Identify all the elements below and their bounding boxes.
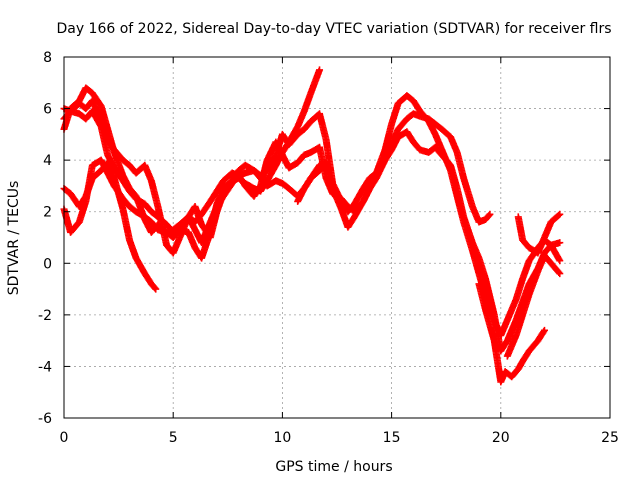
x-tick-label: 15 [383,430,401,446]
x-tick-label: 25 [601,430,619,446]
y-tick-label: -2 [38,308,52,324]
data-point [555,211,563,219]
y-axis-label: SDTVAR / TECUs [6,181,22,296]
data-point [540,326,548,334]
data-series-track-9 [294,159,330,205]
y-tick-label: 0 [43,256,52,272]
chart-title: Day 166 of 2022, Sidereal Day-to-day VTE… [56,21,611,37]
x-tick-label: 20 [492,430,510,446]
data-point [322,159,330,167]
axis-ticks: 0 5 10 15 20 25 -6 -4 -2 0 2 4 6 8 [38,50,619,446]
data-point [321,160,329,168]
data-series-track-7 [514,210,564,257]
x-tick-label: 10 [273,430,291,446]
x-axis-label: GPS time / hours [275,459,392,475]
y-tick-label: -4 [38,359,52,375]
plot-frame [63,56,611,419]
data-series-track-6 [475,280,548,386]
data-point [540,328,548,336]
y-tick-label: 6 [43,102,52,118]
data-points [60,66,564,386]
data-point [555,268,563,276]
data-series-track-5 [60,66,324,262]
y-tick-label: -6 [38,411,52,427]
data-point [485,211,493,219]
data-point [556,270,564,278]
data-point [556,210,564,218]
y-tick-label: 2 [43,205,52,221]
data-point [151,284,159,292]
data-point [316,66,324,74]
data-point [556,239,564,247]
y-tick-label: 4 [43,153,52,169]
data-point [556,257,564,265]
data-point [152,285,160,293]
x-tick-label: 0 [60,430,69,446]
data-point [486,210,494,218]
y-tick-label: 8 [43,50,52,66]
x-tick-label: 5 [169,430,178,446]
data-series-track-8 [503,252,564,360]
